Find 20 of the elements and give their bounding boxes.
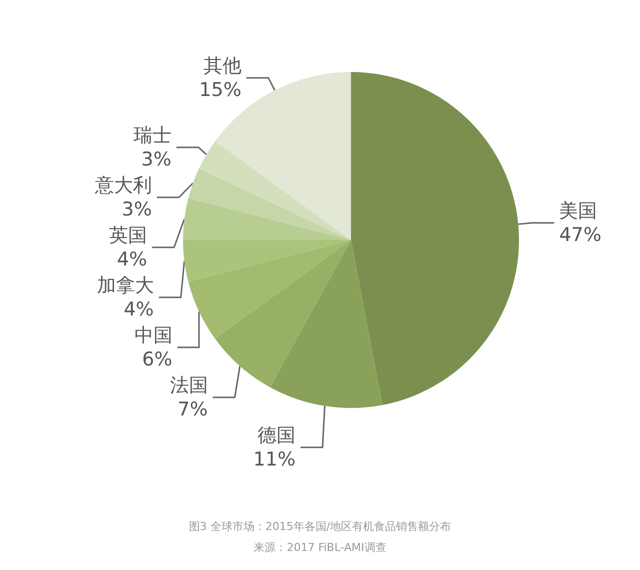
data-label: 11%	[253, 448, 296, 470]
data-label: 3%	[122, 198, 152, 220]
source-note: 来源：2017 FiBL-AMI调查	[254, 541, 386, 554]
data-label: 6%	[142, 348, 172, 370]
slice-label: 其他	[203, 54, 242, 77]
data-label: 7%	[178, 398, 208, 420]
slice-label: 瑞士	[133, 124, 172, 146]
data-label: 15%	[199, 78, 242, 101]
data-label: 4%	[124, 298, 154, 320]
slice-label: 法国	[170, 374, 208, 396]
slice-label: 德国	[258, 424, 296, 446]
data-label: 4%	[116, 248, 148, 270]
text: 图3 全球市场：2015年各国/地区有机食品销售额分布	[188, 520, 452, 533]
slice-label: 意大利	[94, 174, 152, 196]
data-label: 47%	[559, 224, 602, 246]
data-label: 3%	[141, 148, 172, 170]
slice-label: 英国	[109, 224, 148, 246]
slice-label: 美国	[559, 200, 598, 222]
slice-label: 中国	[134, 324, 172, 346]
slice-label: 加拿大	[96, 274, 154, 296]
